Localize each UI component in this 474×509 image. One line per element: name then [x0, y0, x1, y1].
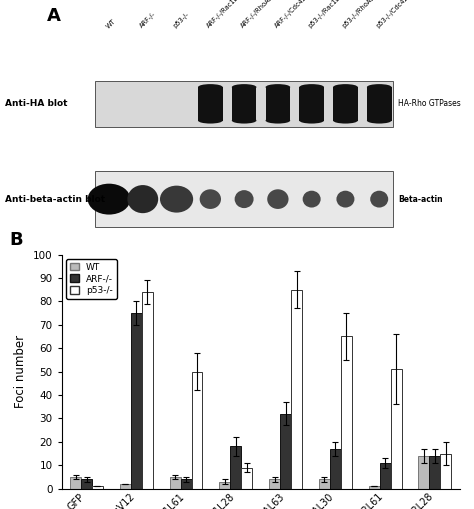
Ellipse shape	[232, 118, 256, 124]
Text: Beta-actin: Beta-actin	[398, 194, 443, 204]
Bar	[265, 87, 290, 121]
Legend: WT, ARF-/-, p53-/-: WT, ARF-/-, p53-/-	[66, 259, 117, 299]
Ellipse shape	[198, 118, 223, 124]
Text: A: A	[47, 7, 61, 25]
Text: HA-Rho GTPases: HA-Rho GTPases	[398, 99, 461, 108]
Bar	[95, 171, 393, 227]
Text: ARF-/-/Cdc42L61: ARF-/-/Cdc42L61	[273, 0, 317, 30]
Ellipse shape	[367, 118, 392, 124]
Ellipse shape	[265, 84, 290, 90]
Ellipse shape	[128, 185, 158, 213]
Bar	[319, 479, 330, 489]
Text: p53-/-/Rac1L61: p53-/-/Rac1L61	[308, 0, 347, 30]
Text: Anti-beta-actin blot: Anti-beta-actin blot	[5, 194, 105, 204]
Text: ARF-/-: ARF-/-	[138, 11, 157, 30]
Bar	[92, 486, 103, 489]
Ellipse shape	[160, 186, 193, 213]
Ellipse shape	[200, 189, 221, 209]
Bar	[367, 87, 392, 121]
Ellipse shape	[302, 191, 320, 208]
Bar	[219, 482, 230, 489]
Ellipse shape	[232, 84, 256, 90]
Bar	[191, 372, 202, 489]
Ellipse shape	[299, 118, 324, 124]
Ellipse shape	[267, 189, 289, 209]
Bar	[70, 477, 81, 489]
Text: B: B	[10, 231, 24, 249]
Bar	[429, 456, 440, 489]
Bar	[120, 484, 131, 489]
Bar	[142, 292, 153, 489]
Bar	[170, 477, 181, 489]
Ellipse shape	[88, 184, 130, 215]
Bar	[280, 414, 291, 489]
Bar	[299, 87, 324, 121]
Text: ARF-/-/RhoAL63: ARF-/-/RhoAL63	[240, 0, 281, 30]
Text: ARF-/-/Rac1L61: ARF-/-/Rac1L61	[206, 0, 246, 30]
Text: WT: WT	[105, 18, 117, 30]
Text: p53-/-/Cdc42L61: p53-/-/Cdc42L61	[375, 0, 418, 30]
Ellipse shape	[333, 84, 358, 90]
Ellipse shape	[299, 84, 324, 90]
Bar	[131, 313, 142, 489]
Bar	[81, 479, 92, 489]
Bar	[333, 87, 358, 121]
Ellipse shape	[333, 118, 358, 124]
Bar	[198, 87, 223, 121]
Bar	[230, 446, 241, 489]
Bar	[241, 468, 252, 489]
Bar	[291, 290, 302, 489]
Ellipse shape	[367, 84, 392, 90]
Bar	[95, 80, 393, 127]
Ellipse shape	[198, 84, 223, 90]
Text: p53-/-: p53-/-	[173, 11, 191, 30]
Bar	[232, 87, 256, 121]
Bar	[440, 454, 451, 489]
Bar	[391, 369, 401, 489]
Bar	[341, 336, 352, 489]
Bar	[419, 456, 429, 489]
Bar	[330, 449, 341, 489]
Bar	[369, 486, 380, 489]
Bar	[269, 479, 280, 489]
Text: p53-/-/RhoAL63: p53-/-/RhoAL63	[341, 0, 382, 30]
Ellipse shape	[370, 191, 388, 208]
Ellipse shape	[337, 191, 355, 208]
Bar	[380, 463, 391, 489]
Ellipse shape	[235, 190, 254, 208]
Ellipse shape	[265, 118, 290, 124]
Y-axis label: Foci number: Foci number	[14, 335, 27, 408]
Bar	[181, 479, 191, 489]
Text: Anti-HA blot: Anti-HA blot	[5, 99, 67, 108]
